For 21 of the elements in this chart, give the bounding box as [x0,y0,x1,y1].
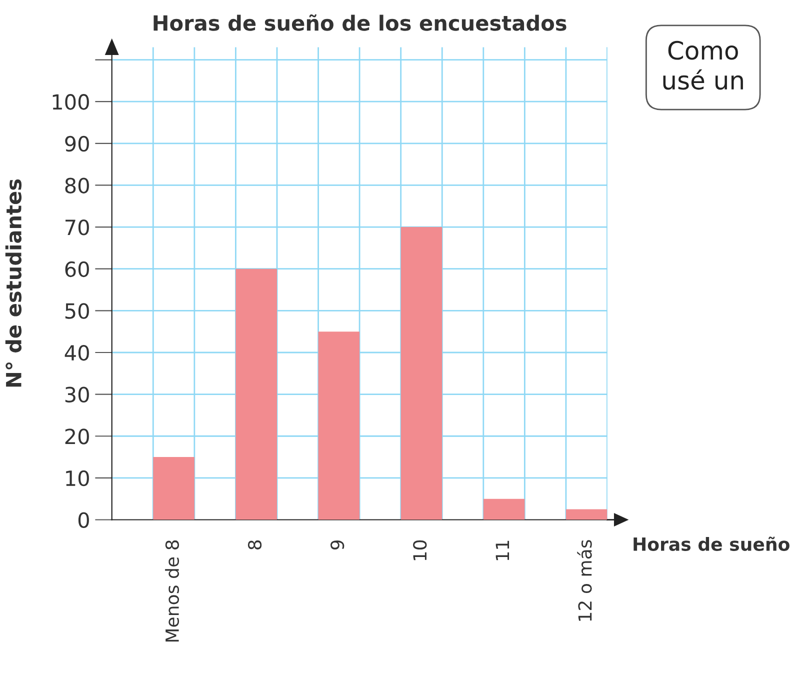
y-tick-label: 60 [65,261,89,278]
y-tick-label: 30 [65,386,89,403]
x-tick-label: 11 [496,540,510,560]
text: Como usé un [663,40,743,90]
y-tick-label: 90 [65,136,89,152]
y-tick-label: 80 [65,178,89,194]
chart-title: Horas de sueño de los encuestados [154,14,566,31]
x-tick-label: Menos de 8 [165,540,180,642]
y-tick-label: 20 [65,428,89,444]
y-tick-label: 100 [52,94,89,110]
y-tick-label: 0 [78,512,89,528]
y-axis-title: N° de estudiantes [5,179,22,387]
y-tick-label: 70 [66,220,89,236]
x-axis-title: Horas de sueño [634,536,790,551]
x-tick-label: 10 [413,540,427,560]
x-tick-label: 8 [248,540,262,550]
x-tick-label: 9 [330,540,344,550]
y-tick-label: 50 [65,303,89,319]
x-tick-label: 12 o más [577,540,592,621]
y-tick-label: 10 [66,470,89,486]
y-tick-label: 40 [64,344,89,361]
